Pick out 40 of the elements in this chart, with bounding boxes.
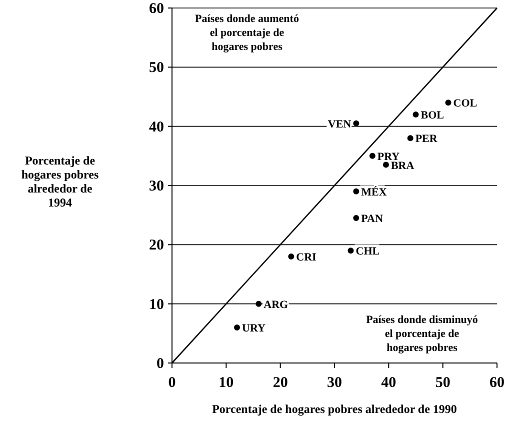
series-label: COL — [453, 98, 478, 110]
annotation: Países donde aumentó el porcentaje de hogares pobres — [195, 13, 300, 53]
x-tick-label: 0 — [168, 375, 176, 391]
point — [445, 100, 452, 106]
x-tick-label: 60 — [490, 375, 504, 391]
x-tick-label: 10 — [218, 375, 234, 391]
point — [369, 152, 376, 159]
x-tick-label: 40 — [381, 375, 396, 391]
annotation: Países donde disminuyó el porcentaje de hogares pobres — [366, 314, 478, 354]
point — [353, 120, 360, 126]
point — [288, 254, 294, 260]
series-label: URY — [242, 322, 266, 334]
x-tick-label: 20 — [272, 375, 288, 391]
series-label: PAN — [361, 213, 384, 226]
series-label: CHL — [356, 246, 380, 258]
point — [353, 215, 360, 222]
point — [353, 188, 360, 194]
y-tick-label: 40 — [149, 119, 164, 136]
y-axis-title: Porcentaje de hogares pobres alrededor de 1994 — [21, 154, 99, 210]
series-label: BOL — [420, 110, 444, 122]
x-tick-label: 30 — [327, 375, 342, 391]
series-label: PER — [415, 133, 438, 146]
y-tick-label: 50 — [149, 60, 164, 76]
point — [407, 135, 414, 142]
y-tick-label: 20 — [149, 238, 164, 254]
point — [412, 112, 419, 118]
point — [234, 324, 240, 330]
series-label: CRI — [296, 252, 316, 264]
y-tick-label: 10 — [149, 296, 164, 313]
point — [256, 300, 262, 307]
series-label: VEN — [328, 118, 352, 130]
series-label: MÉX — [361, 185, 387, 198]
x-tick-label: 50 — [435, 375, 450, 391]
y-tick-label: 0 — [156, 356, 164, 372]
point — [382, 162, 389, 168]
point — [348, 248, 354, 254]
y-tick-label: 30 — [149, 178, 164, 194]
x-axis-title: Porcentaje de hogares pobres alrededor de 1990 — [212, 402, 457, 416]
y-tick-label: 60 — [149, 1, 164, 17]
series-label: ARG — [264, 298, 289, 311]
